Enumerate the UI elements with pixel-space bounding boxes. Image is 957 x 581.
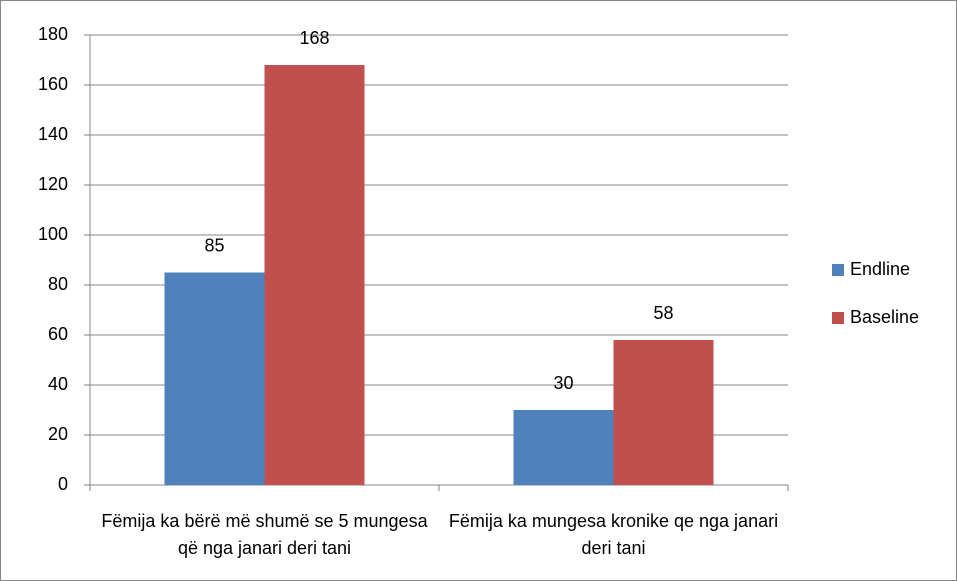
y-tick-label: 20 xyxy=(48,424,68,444)
y-tick-label: 0 xyxy=(58,474,68,494)
bar xyxy=(164,272,265,485)
x-tick-label: Fëmija ka bërë më shumë se 5 mungesa që … xyxy=(101,511,428,558)
bar xyxy=(613,340,714,485)
y-tick-label: 40 xyxy=(48,374,68,394)
data-label: 85 xyxy=(204,235,224,255)
bar xyxy=(513,410,614,485)
legend-label: Endline xyxy=(850,259,910,279)
y-tick-label: 80 xyxy=(48,274,68,294)
y-tick-label: 100 xyxy=(38,224,68,244)
legend-swatch xyxy=(832,264,844,276)
y-tick-label: 60 xyxy=(48,324,68,344)
data-label: 30 xyxy=(553,373,573,393)
y-tick-label: 140 xyxy=(38,124,68,144)
bar xyxy=(264,65,365,485)
y-tick-label: 180 xyxy=(38,24,68,44)
legend-label: Baseline xyxy=(850,307,919,327)
x-tick-label: Fëmija ka mungesa kronike qe nga janari … xyxy=(448,511,779,558)
y-tick-label: 160 xyxy=(38,74,68,94)
data-label: 168 xyxy=(299,28,329,48)
data-label: 58 xyxy=(653,303,673,323)
legend-swatch xyxy=(832,312,844,324)
y-tick-label: 120 xyxy=(38,174,68,194)
